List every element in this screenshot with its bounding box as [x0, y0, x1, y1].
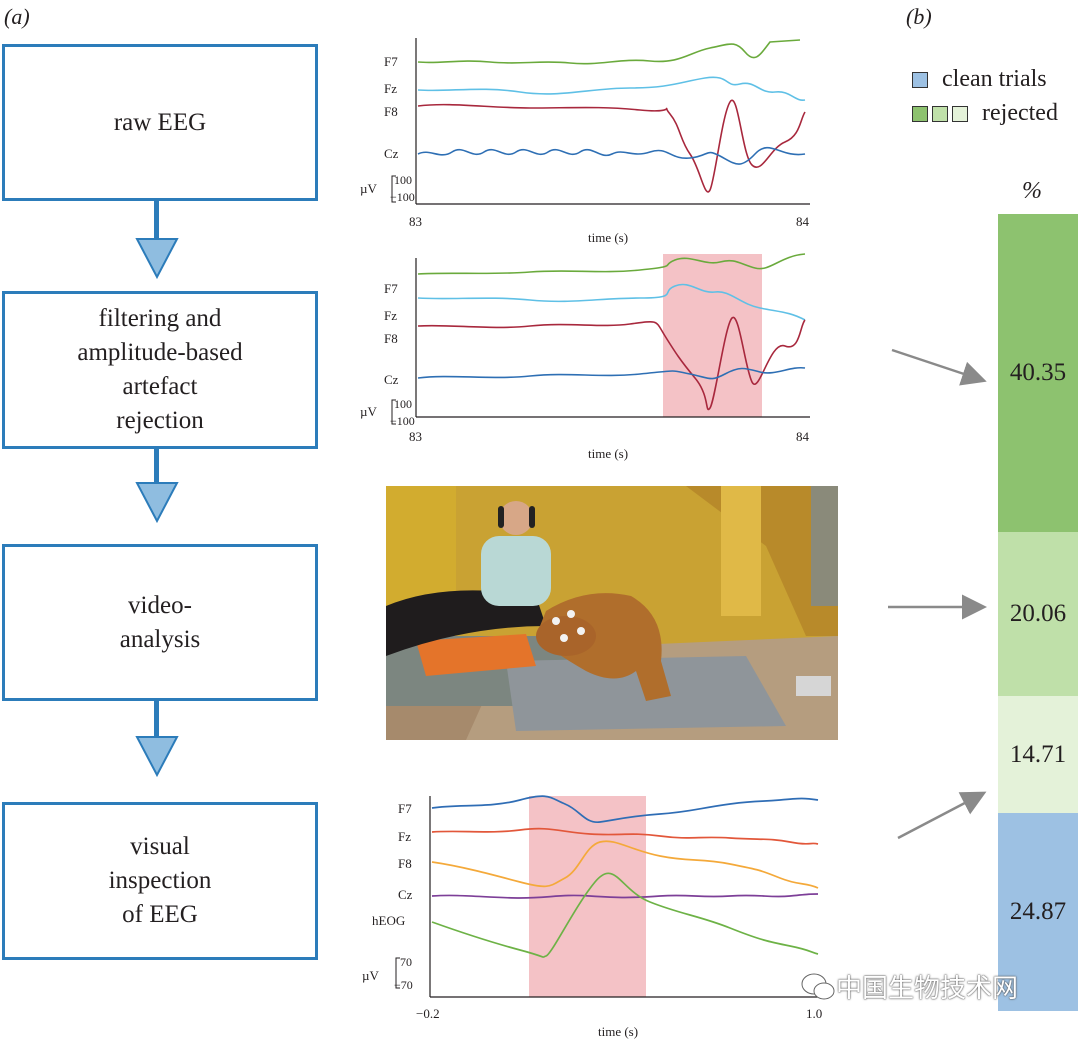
flow-step-label: raw EEG	[113, 108, 207, 136]
bar-segment-value: 24.87	[1009, 898, 1067, 925]
wechat-logo-icon	[801, 973, 835, 999]
bar-segment: 20.06	[998, 532, 1078, 696]
trace-f8	[431, 840, 819, 889]
trace-fz	[417, 76, 806, 101]
scale-top: 100	[394, 173, 412, 187]
scale-unit: µV	[362, 968, 379, 983]
eeg-plot-raw: F7 Fz F8 Cz µV 100 −100 83 84 time (s)	[360, 38, 810, 245]
flow-arrow-down-icon	[135, 701, 179, 778]
swatch-rejected-1-icon	[912, 105, 928, 122]
x-axis-label: time (s)	[598, 1024, 638, 1039]
trace-cz	[417, 366, 806, 380]
trace-fz	[431, 827, 819, 845]
bar-unit-label: %	[1022, 178, 1042, 204]
flow-step-label: visual inspection of EEG	[108, 833, 212, 928]
flow-step-filtering: filtering and amplitude-based artefact r…	[2, 291, 318, 449]
video-frame-photo	[386, 486, 838, 740]
channel-label-f8: F8	[384, 331, 398, 346]
trace-f7	[417, 39, 801, 65]
trace-fz	[417, 283, 806, 321]
swatch-rejected-2-icon	[932, 105, 948, 122]
trace-f8	[417, 99, 806, 193]
scale-top: 100	[394, 397, 412, 411]
trace-heog	[431, 872, 819, 958]
flow-arrow-down-icon	[135, 449, 179, 524]
dog-eeg-recording-image	[386, 486, 838, 740]
x-tick-end: 1.0	[806, 1006, 822, 1021]
channel-label-fz: Fz	[398, 829, 411, 844]
channel-label-f7: F7	[384, 54, 398, 69]
watermark-text: 中国生物技术网	[836, 974, 1019, 1004]
scale-bottom: −100	[390, 190, 415, 204]
channel-label-fz: Fz	[384, 81, 397, 96]
swatch-rejected-3-icon	[952, 105, 968, 122]
scale-top: 70	[400, 955, 412, 969]
flow-step-label: video- analysis	[119, 591, 201, 653]
swatch-clean-icon	[912, 71, 928, 88]
artefact-highlight	[663, 254, 762, 417]
flow-step-visual-inspection: visual inspection of EEG	[2, 802, 318, 960]
channel-label-f7: F7	[384, 281, 398, 296]
bar-segment: 40.35	[998, 214, 1078, 532]
arrow-to-14-icon	[897, 791, 987, 840]
channel-label-f8: F8	[384, 104, 398, 119]
bar-segment-value: 14.71	[1009, 740, 1067, 768]
legend-clean-label: clean trials	[942, 66, 1047, 92]
flow-step-raw-eeg: raw EEG	[2, 44, 318, 201]
x-tick-start: −0.2	[416, 1006, 440, 1021]
channel-label-f7: F7	[398, 801, 412, 816]
trace-f7	[417, 253, 806, 275]
eeg-plot-filtered: F7 Fz F8 Cz µV 100 −100 83 84 time (s)	[360, 253, 810, 461]
arrow-to-40-icon	[891, 348, 987, 386]
scale-bottom: −70	[394, 978, 413, 992]
trace-f8	[417, 316, 806, 411]
trace-f7	[431, 795, 819, 823]
scale-unit: µV	[360, 404, 377, 419]
scale-unit: µV	[360, 181, 377, 196]
panel-b-label: (b)	[906, 4, 932, 29]
legend-rejected: rejected	[912, 100, 1058, 127]
scale-bottom: −100	[390, 414, 415, 428]
channel-label-cz: Cz	[384, 146, 399, 161]
flow-step-label: filtering and amplitude-based artefact r…	[77, 305, 243, 434]
x-tick-start: 83	[409, 429, 422, 444]
bar-segment: 24.87	[998, 813, 1078, 1011]
x-axis-label: time (s)	[588, 446, 628, 461]
connector-arrows	[888, 348, 987, 840]
bar-segment-value: 20.06	[1009, 600, 1067, 627]
trace-cz	[431, 893, 819, 899]
channel-label-heog: hEOG	[372, 913, 405, 928]
x-tick-start: 83	[409, 214, 422, 229]
x-tick-end: 84	[796, 429, 810, 444]
flow-arrow-down-icon	[135, 201, 179, 280]
bar-segment-value: 40.35	[1009, 359, 1067, 386]
channel-label-cz: Cz	[384, 372, 399, 387]
panel-a-label: (a)	[4, 4, 30, 29]
channel-label-f8: F8	[398, 856, 412, 871]
eeg-plot-inspection: F7 Fz F8 Cz hEOG µV 70 −70 −0.2 1.0 time…	[362, 795, 822, 1039]
channel-label-fz: Fz	[384, 308, 397, 323]
legend-rejected-label: rejected	[982, 100, 1058, 126]
watermark: 中国生物技术网	[800, 968, 1018, 1005]
x-axis-label: time (s)	[588, 230, 628, 245]
channel-label-cz: Cz	[398, 887, 413, 902]
flow-step-video-analysis: video- analysis	[2, 544, 318, 701]
legend-clean: clean trials	[912, 66, 1047, 93]
trace-cz	[417, 146, 806, 165]
bar-segment: 14.71	[998, 696, 1078, 813]
x-tick-end: 84	[796, 214, 810, 229]
